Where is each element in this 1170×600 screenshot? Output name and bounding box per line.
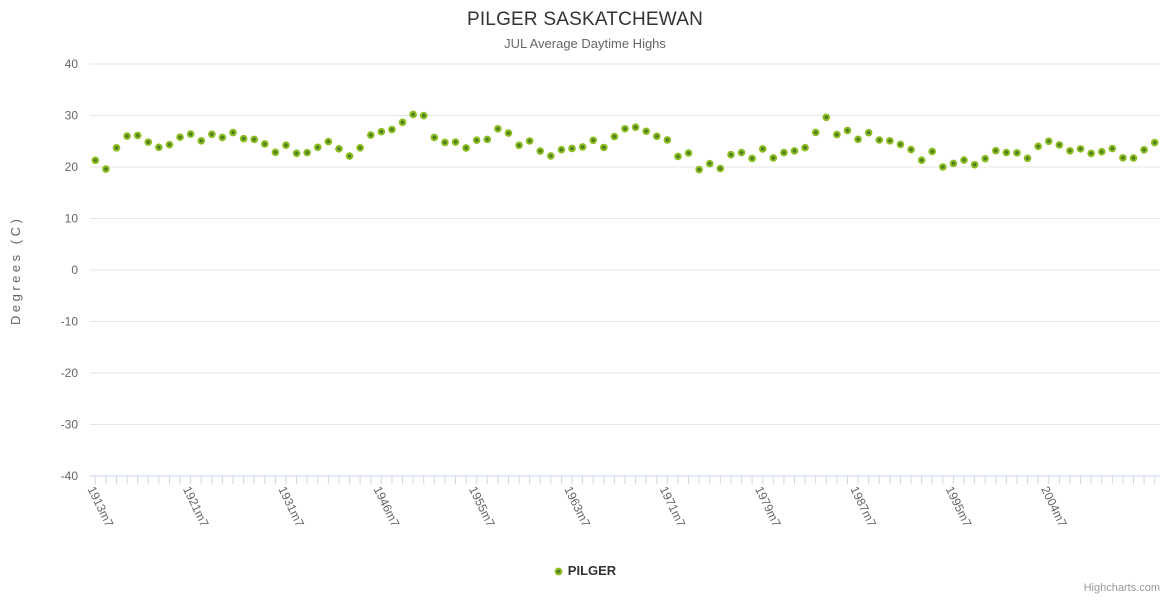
svg-text:1971m7: 1971m7 xyxy=(657,484,689,529)
svg-text:1955m7: 1955m7 xyxy=(466,484,498,529)
svg-text:1963m7: 1963m7 xyxy=(561,484,593,529)
svg-text:-40: -40 xyxy=(61,469,79,483)
svg-text:2004m7: 2004m7 xyxy=(1038,484,1070,529)
svg-text:10: 10 xyxy=(65,212,79,226)
svg-text:-30: -30 xyxy=(61,418,79,432)
svg-text:1931m7: 1931m7 xyxy=(275,484,307,529)
svg-text:40: 40 xyxy=(65,57,79,71)
svg-text:20: 20 xyxy=(65,160,79,174)
svg-text:-10: -10 xyxy=(61,315,79,329)
svg-text:-20: -20 xyxy=(61,366,79,380)
svg-text:1987m7: 1987m7 xyxy=(847,484,879,529)
svg-text:30: 30 xyxy=(65,109,79,123)
svg-text:1979m7: 1979m7 xyxy=(752,484,784,529)
svg-text:0: 0 xyxy=(71,263,78,277)
svg-text:1921m7: 1921m7 xyxy=(180,484,212,529)
svg-text:1946m7: 1946m7 xyxy=(371,484,403,529)
svg-text:1995m7: 1995m7 xyxy=(943,484,975,529)
svg-text:1913m7: 1913m7 xyxy=(85,484,117,529)
